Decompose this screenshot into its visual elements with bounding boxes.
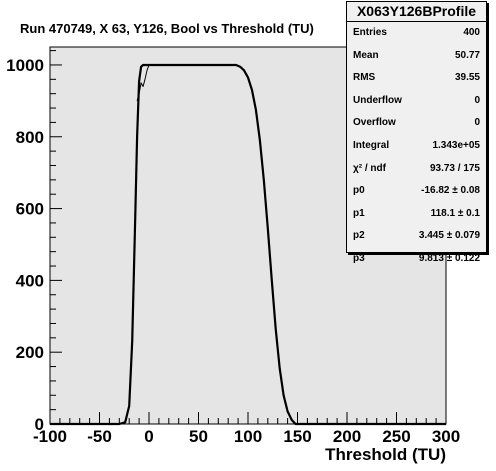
x-tick-label: 100	[234, 427, 262, 446]
y-tick-label: 200	[16, 343, 44, 362]
stats-key: p2	[353, 230, 365, 242]
data-series	[50, 63, 446, 426]
stats-value: 0	[474, 117, 480, 129]
stats-row: p3 9.813 ± 0.122	[347, 248, 486, 271]
stats-box: X063Y126BProfile Entries 400 Mean 50.77 RMS 3…	[346, 1, 487, 264]
stats-value: 3.445 ± 0.079	[418, 230, 480, 242]
stats-key: Mean	[353, 49, 379, 61]
stats-value: 0	[474, 94, 480, 106]
stats-value: -16.82 ± 0.08	[421, 185, 480, 197]
stats-row: Mean 50.77	[347, 45, 486, 68]
stats-value: 9.813 ± 0.122	[418, 252, 480, 264]
stats-value: 50.77	[454, 49, 480, 61]
stats-key: p0	[353, 185, 365, 197]
stats-key: Integral	[353, 139, 390, 151]
x-tick-label: 150	[283, 427, 311, 446]
stats-value: 1.343e+05	[432, 139, 480, 151]
stats-row: Integral 1.343e+05	[347, 135, 486, 158]
x-tick-label: 250	[382, 427, 410, 446]
x-tick-label: 50	[189, 427, 208, 446]
stats-row: RMS 39.55	[347, 67, 486, 90]
stats-row: p0 -16.82 ± 0.08	[347, 180, 486, 203]
y-axis: 0 200 400 600 800 1000	[6, 50, 62, 434]
stats-key: RMS	[353, 72, 376, 84]
stats-value: 118.1 ± 0.1	[430, 207, 480, 219]
y-tick-label: 600	[16, 200, 44, 219]
stats-row: Overflow 0	[347, 112, 486, 135]
x-axis-label: Threshold (TU)	[325, 445, 446, 464]
stats-key: p1	[353, 207, 365, 219]
stats-row: p1 118.1 ± 0.1	[347, 203, 486, 226]
x-tick-label: -50	[87, 427, 112, 446]
stats-row: χ² / ndf 93.73 / 175	[347, 158, 486, 181]
x-tick-label: 200	[333, 427, 361, 446]
stats-key: Overflow	[353, 117, 396, 129]
stats-row: Underflow 0	[347, 90, 486, 113]
profile-curve	[136, 64, 150, 102]
stats-value: 400	[463, 27, 480, 38]
stats-row: Entries 400	[347, 22, 486, 45]
x-tick-label: 0	[144, 427, 153, 446]
x-tick-label: 300	[432, 427, 460, 446]
stats-row: p2 3.445 ± 0.079	[347, 225, 486, 248]
stats-value: 93.73 / 175	[429, 162, 480, 174]
stats-key: p3	[353, 252, 365, 264]
y-tick-label: 400	[16, 271, 44, 290]
stats-key: χ² / ndf	[353, 162, 386, 174]
x-tick-label: -100	[33, 427, 67, 446]
x-axis: -100 -50 0 50 100 150 200 250 300	[33, 412, 460, 446]
stats-rows: Entries 400 Mean 50.77 RMS 39.55 Underflow 0 Ove…	[347, 22, 486, 271]
y-tick-label: 1000	[6, 56, 44, 75]
y-tick-label: 800	[16, 128, 44, 147]
stats-key: Entries	[353, 27, 387, 38]
stats-title: X063Y126BProfile	[347, 2, 486, 22]
stats-value: 39.55	[454, 72, 480, 84]
y-tick-label: 0	[35, 415, 44, 434]
fit-curve	[50, 63, 446, 426]
chart-title: Run 470749, X 63, Y126, Bool vs Threshol…	[20, 21, 314, 36]
stats-key: Underflow	[353, 94, 402, 106]
